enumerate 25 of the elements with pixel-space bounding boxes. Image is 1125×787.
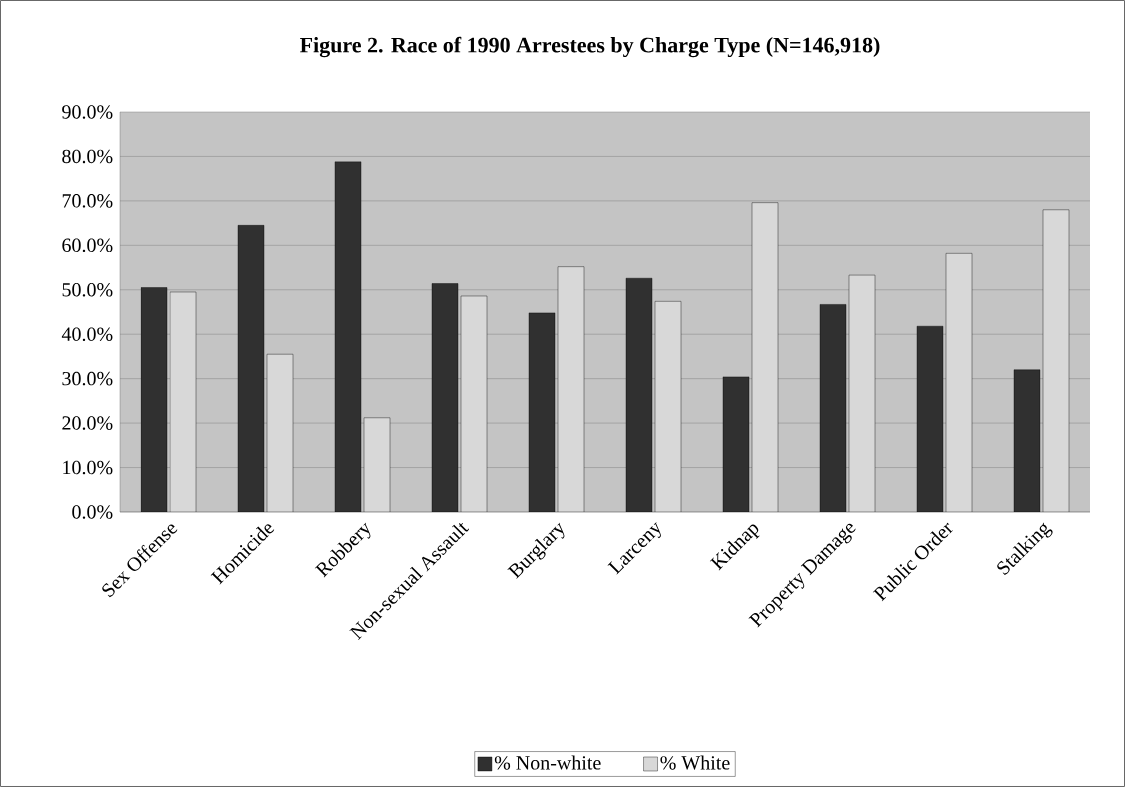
y-tick-label: 90.0% bbox=[62, 105, 113, 119]
bar bbox=[1042, 209, 1070, 512]
y-tick-label: 60.0% bbox=[62, 238, 113, 253]
y-tick-label: 0.0% bbox=[72, 505, 113, 519]
legend-label: % White bbox=[660, 755, 730, 770]
y-tick-label: 80.0% bbox=[62, 149, 113, 164]
y-tick-label: 10.0% bbox=[63, 460, 113, 475]
bar bbox=[334, 161, 362, 512]
bar bbox=[625, 278, 653, 512]
bar bbox=[528, 312, 556, 512]
bar bbox=[169, 291, 197, 512]
bar bbox=[1013, 369, 1041, 512]
bar bbox=[819, 304, 847, 512]
chart-title: Figure 2. Race of 1990 Arrestees by Charge Type (N=146,918) bbox=[300, 36, 880, 58]
bar bbox=[140, 287, 168, 512]
y-tick-label: 20.0% bbox=[62, 416, 113, 430]
bar bbox=[722, 376, 750, 512]
bar bbox=[237, 225, 265, 512]
y-tick-label: 50.0% bbox=[62, 282, 113, 297]
y-tick-label: 70.0% bbox=[62, 194, 113, 208]
bar bbox=[916, 326, 944, 512]
y-tick-label: 30.0% bbox=[62, 371, 113, 386]
bar bbox=[431, 283, 459, 512]
y-tick-label: 40.0% bbox=[61, 327, 113, 341]
legend-label: % Non-white bbox=[494, 755, 601, 770]
